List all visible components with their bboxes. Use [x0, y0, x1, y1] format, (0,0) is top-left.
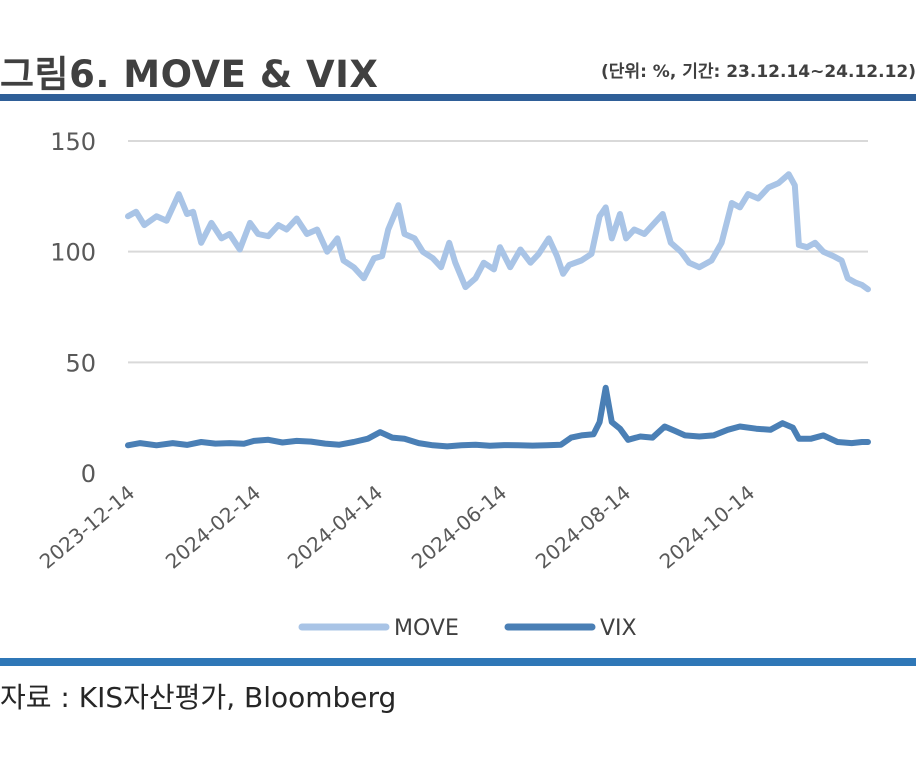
x-tick-label: 2023-12-14: [35, 480, 139, 573]
x-tick-label: 2024-08-14: [531, 480, 635, 573]
y-axis-ticks: 0 50 100 150: [50, 128, 96, 488]
y-tick-label: 0: [81, 460, 96, 488]
legend-label-move: MOVE: [394, 616, 459, 641]
source-note: 자료 : KIS자산평가, Bloomberg: [0, 681, 397, 714]
x-tick-label: 2024-06-14: [407, 480, 511, 573]
y-tick-label: 50: [65, 349, 96, 377]
footer-divider: [0, 658, 916, 666]
line-chart: 0 50 100 150 2023-12-14 2024-02-14 2024-04-14…: [35, 128, 871, 641]
x-tick-label: 2024-02-14: [161, 480, 265, 573]
y-tick-label: 100: [50, 239, 96, 267]
y-tick-label: 150: [50, 128, 96, 156]
series-line-vix: [125, 384, 871, 450]
series-line-move: [125, 171, 871, 293]
chart-title: 그림6. MOVE & VIX: [0, 53, 379, 96]
legend: MOVE VIX: [298, 616, 637, 641]
x-tick-label: 2024-04-14: [283, 480, 387, 573]
unit-period-note: (단위: %, 기간: 23.12.14~24.12.12): [601, 62, 916, 82]
x-tick-label: 2024-10-14: [655, 480, 759, 573]
header-divider: [0, 94, 916, 101]
x-axis-ticks: 2023-12-14 2024-02-14 2024-04-14 2024-06-14…: [35, 480, 760, 573]
series-lines: [125, 171, 871, 450]
legend-label-vix: VIX: [600, 616, 637, 641]
